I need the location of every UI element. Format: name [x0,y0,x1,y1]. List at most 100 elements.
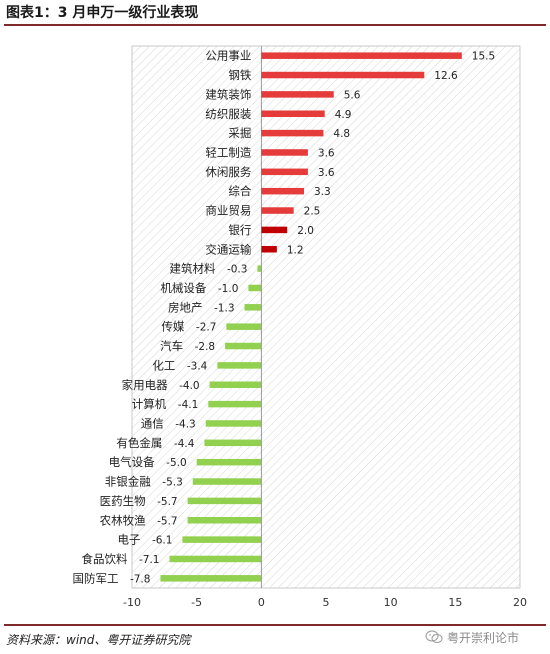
bar [187,497,262,505]
bottom-rule [4,624,546,626]
value-label: -5.0 [166,457,187,469]
category-label: 传媒 [161,320,184,334]
value-label: -4.3 [175,418,196,430]
x-tick-label: 20 [513,596,527,609]
value-label: 2.5 [304,206,321,218]
category-label: 家用电器 [122,378,168,392]
bar [196,458,262,466]
value-label: -7.8 [130,573,151,585]
value-label: 2.0 [297,225,314,237]
value-label: 3.6 [318,167,335,179]
value-label: -6.1 [152,535,173,547]
category-label: 商业贸易 [205,204,251,218]
category-label: 化工 [152,358,175,372]
value-label: 4.9 [335,109,352,121]
value-label: -5.3 [162,477,183,489]
category-label: 采掘 [228,126,251,140]
value-label: 5.6 [344,89,361,101]
category-label: 食品饮料 [82,552,128,566]
value-label: 12.6 [434,70,458,82]
value-label: -4.0 [179,380,200,392]
value-label: 3.3 [314,186,331,198]
category-label: 有色金属 [116,436,162,450]
value-label: -1.0 [218,283,239,295]
bar [244,304,262,311]
x-tick-label: -5 [191,596,202,609]
value-label: -5.7 [157,515,178,527]
bar [187,517,262,524]
bar [160,575,262,582]
bar [257,265,262,272]
value-label: -3.4 [187,360,208,372]
category-label: 汽车 [160,339,183,353]
x-tick-label: 5 [323,596,330,609]
bar [261,71,425,79]
category-label: 房地产 [168,300,203,314]
wechat-icon [425,630,443,643]
category-label: 机械设备 [160,281,206,295]
bar [261,149,308,156]
bar [261,246,277,253]
category-label: 综合 [228,184,251,198]
value-label: -4.1 [178,399,199,411]
value-label: 1.2 [287,244,304,256]
bar [182,536,262,543]
x-tick-label: 0 [258,596,265,609]
category-label: 通信 [141,416,164,430]
bar [208,400,262,408]
category-label: 银行 [228,223,251,237]
bar [261,226,288,234]
watermark: 粤开崇利论市 [425,624,545,650]
value-label: 3.6 [318,147,335,159]
x-tick-label: 10 [384,596,398,609]
bar [261,168,308,176]
chart-title: 图表1：3 月申万一级行业表现 [6,5,199,21]
x-tick-label: 15 [448,596,462,609]
category-label: 电气设备 [109,455,155,469]
bar [217,362,262,369]
value-label: -7.1 [139,554,160,566]
category-label: 钢铁 [228,68,251,82]
category-label: 轻工制造 [205,145,251,159]
value-label: -5.7 [157,496,178,508]
category-label: 休闲服务 [205,165,251,179]
bar [205,420,262,427]
category-label: 建筑材料 [169,262,215,276]
bar [261,52,462,59]
value-label: -0.3 [227,264,248,276]
bar [209,381,262,388]
value-label: -4.4 [174,438,195,450]
category-label: 农林牧渔 [100,513,146,527]
category-label: 国防军工 [72,571,118,585]
value-label: 15.5 [472,51,495,63]
value-label: -2.7 [196,322,217,334]
value-label: -2.8 [195,341,216,353]
bar [192,478,262,485]
top-rule [4,24,546,26]
bar [204,439,262,447]
bar [261,91,334,98]
bar [261,187,305,195]
value-label: 4.8 [333,128,350,140]
category-label: 交通运输 [205,242,251,256]
category-label: 计算机 [132,397,167,411]
category-label: 建筑装饰 [205,87,251,101]
plot-area [131,45,521,589]
bar [225,342,262,350]
category-label: 公用事业 [205,49,251,63]
category-label: 纺织服装 [205,107,251,121]
bar [261,129,324,137]
bar [261,207,294,214]
source-note: 资料来源：wind、粤开证券研究院 [6,633,191,647]
category-label: 电子 [117,533,140,547]
bar [248,284,262,292]
bar [226,323,262,330]
x-tick-label: -10 [123,596,141,609]
bar [169,555,262,563]
bar [261,110,325,117]
bar-chart: 公用事业 15.5 钢铁 12.6 建筑装饰 5.6 纺织服装 4.9 采掘 4.8 轻工制造 3.6… [72,45,527,609]
value-label: -1.3 [214,302,235,314]
watermark-text: 粤开崇利论市 [447,630,520,645]
category-label: 非银金融 [105,475,151,489]
category-label: 医药生物 [100,494,146,508]
